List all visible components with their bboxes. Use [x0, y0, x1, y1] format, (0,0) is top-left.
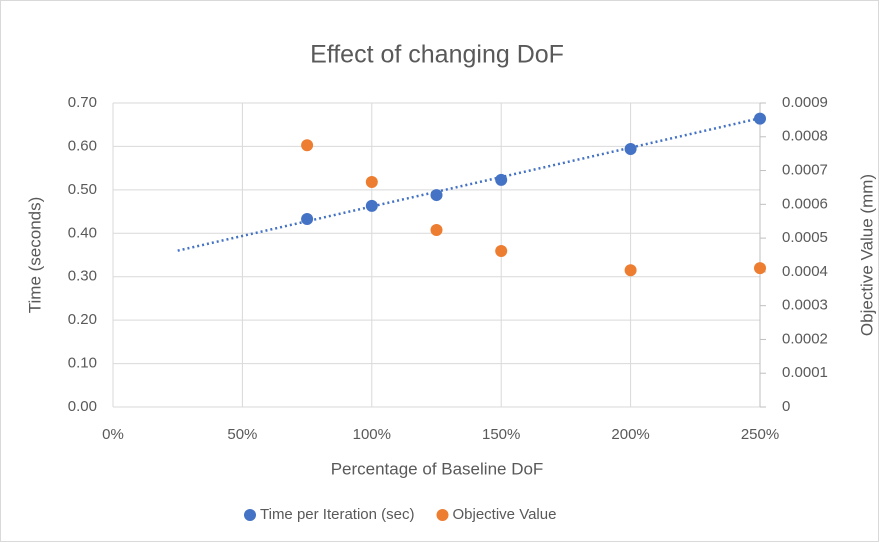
- y2-tick-label: 0.0007: [782, 162, 828, 179]
- y-tick-label: 0.40: [68, 224, 97, 241]
- x-tick-label: 250%: [741, 426, 779, 443]
- point: [365, 199, 378, 212]
- x-tick-label: 50%: [227, 426, 257, 443]
- point: [754, 112, 766, 125]
- y-axis-title: Time (seconds): [25, 197, 44, 314]
- chart-title: Effect of changing DoF: [310, 41, 564, 69]
- point: [301, 139, 314, 152]
- y2-tick-label: 0.0009: [782, 94, 828, 111]
- y-tick-label: 0.70: [68, 94, 97, 111]
- y-tick-label: 0.00: [68, 398, 97, 415]
- y2-tick-label: 0.0004: [782, 263, 828, 280]
- point: [624, 264, 637, 277]
- y2-tick-label: 0.0003: [782, 297, 828, 314]
- x-tick-label: 200%: [611, 426, 649, 443]
- y2-tick-label: 0.0006: [782, 195, 828, 212]
- point: [495, 244, 508, 257]
- y2-tick-label: 0.0001: [782, 364, 828, 381]
- x-tick-label: 150%: [482, 426, 520, 443]
- x-tick-label: 0%: [102, 426, 124, 443]
- y2-tick-label: 0: [782, 398, 790, 415]
- y-tick-label: 0.10: [68, 355, 97, 372]
- x-tick-label: 100%: [353, 426, 391, 443]
- y-tick-label: 0.20: [68, 311, 97, 328]
- legend-label: Objective Value: [453, 506, 557, 523]
- point: [495, 173, 508, 186]
- point: [301, 212, 314, 225]
- x-axis-title: Percentage of Baseline DoF: [331, 459, 544, 478]
- legend-label: Time per Iteration (sec): [260, 506, 415, 523]
- point: [430, 189, 443, 202]
- y-tick-label: 0.50: [68, 181, 97, 198]
- point: [624, 143, 637, 156]
- legend-marker: [436, 509, 449, 521]
- legend-marker: [244, 509, 256, 521]
- y2-tick-label: 0.0002: [782, 330, 828, 347]
- point: [430, 224, 443, 237]
- point: [365, 176, 378, 189]
- y-tick-label: 0.30: [68, 268, 97, 285]
- y2-tick-label: 0.0008: [782, 128, 828, 145]
- y2-tick-label: 0.0005: [782, 229, 828, 246]
- y2-axis-title: Objective Value (mm): [857, 174, 876, 336]
- y-tick-label: 0.60: [68, 137, 97, 154]
- point: [754, 262, 766, 275]
